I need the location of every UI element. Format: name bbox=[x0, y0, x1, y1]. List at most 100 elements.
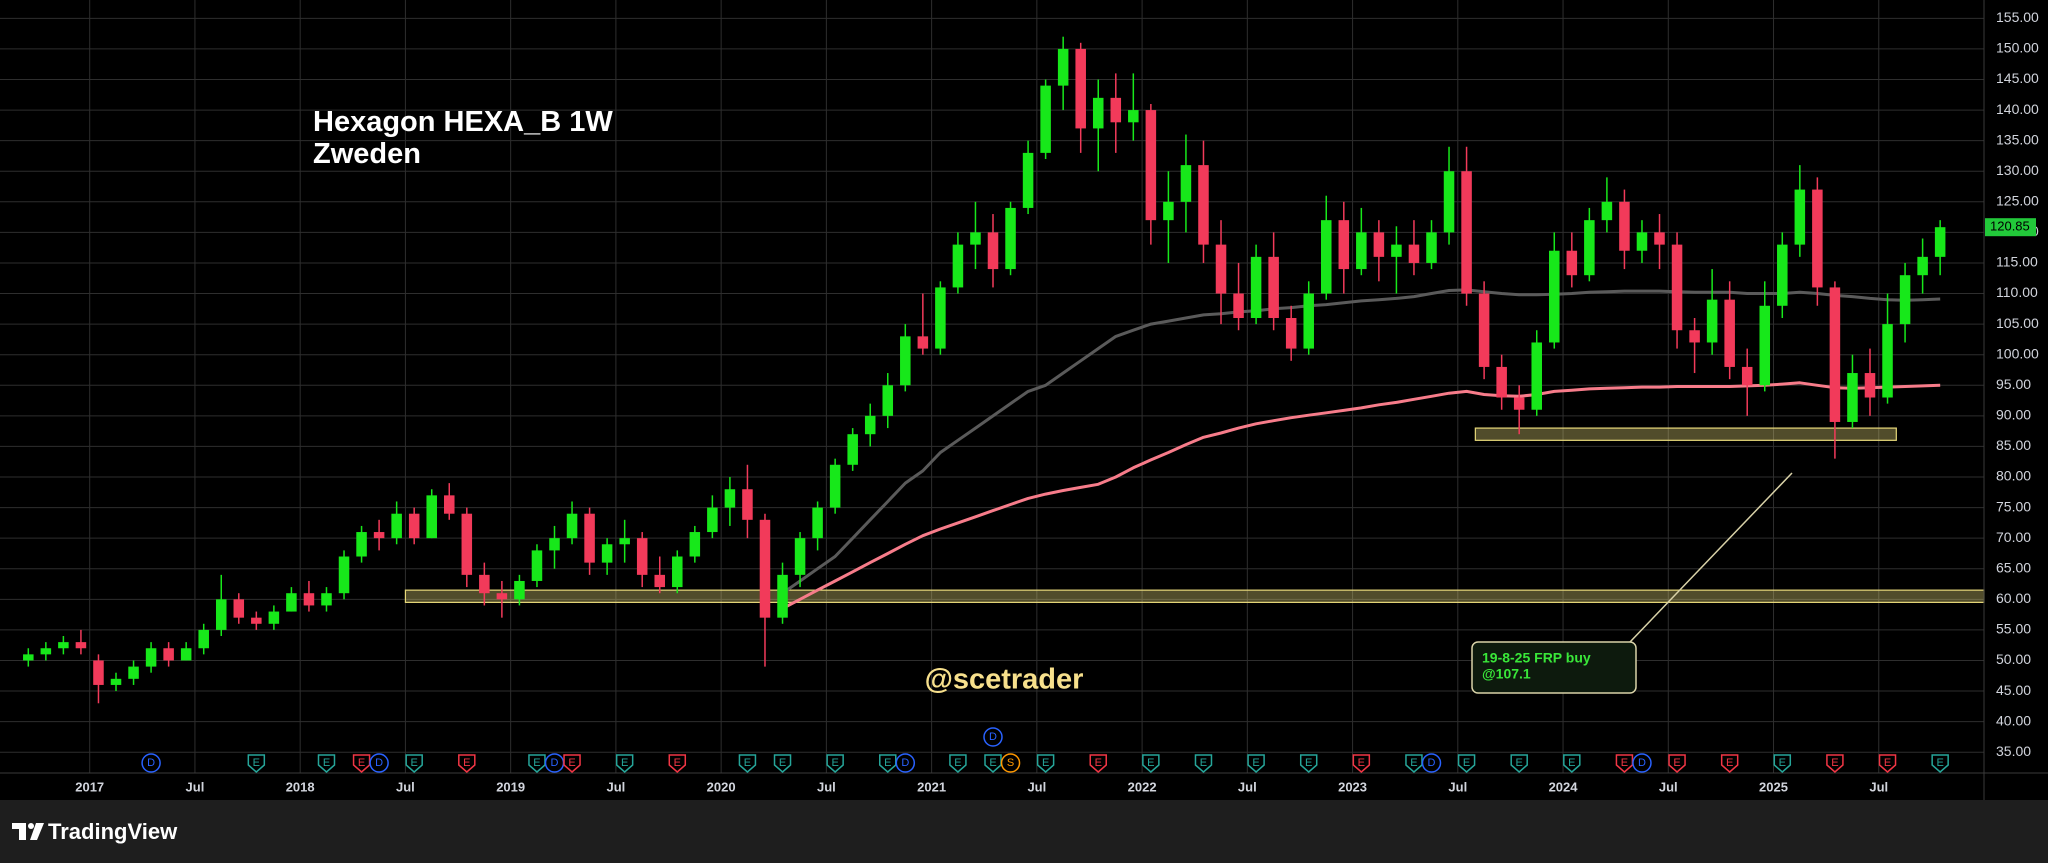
event-icon bbox=[738, 754, 757, 773]
candle-body bbox=[1461, 171, 1472, 294]
candle-body bbox=[1005, 207, 1016, 270]
event-label: D bbox=[901, 757, 909, 769]
candle-body bbox=[689, 532, 701, 557]
candle-body bbox=[145, 648, 157, 667]
y-tick-label: 105.00 bbox=[1996, 315, 2039, 331]
event-icon bbox=[1247, 754, 1265, 773]
last-price-label: 120.85 bbox=[1990, 219, 2030, 234]
candle-body bbox=[1917, 256, 1928, 276]
candle-body bbox=[549, 538, 560, 551]
event-label: E bbox=[1568, 757, 1575, 769]
grid bbox=[0, 0, 1984, 773]
candle-body bbox=[864, 415, 876, 435]
event-icon bbox=[1457, 754, 1476, 773]
candle-body bbox=[1320, 220, 1332, 294]
candle-body bbox=[1689, 330, 1700, 343]
candle-body bbox=[1496, 366, 1507, 398]
candle-body bbox=[1057, 48, 1069, 86]
candle-body bbox=[373, 532, 385, 539]
x-tick-label: Jul bbox=[1027, 779, 1046, 794]
event-label: E bbox=[323, 757, 330, 769]
logo-mark bbox=[12, 823, 26, 840]
y-tick-label: 45.00 bbox=[1996, 682, 2031, 698]
candle-body bbox=[1145, 110, 1157, 221]
candle-body bbox=[935, 287, 946, 349]
event-icon bbox=[1036, 754, 1055, 773]
y-tick-label: 75.00 bbox=[1996, 498, 2031, 514]
event-icon bbox=[1878, 754, 1897, 773]
event-icon bbox=[141, 753, 161, 773]
x-tick-label: 2018 bbox=[286, 779, 315, 794]
candle-body bbox=[1092, 97, 1104, 129]
event-label: E bbox=[411, 757, 418, 769]
event-label: E bbox=[1621, 757, 1628, 769]
candle-body bbox=[1601, 201, 1613, 221]
candle-body bbox=[93, 660, 104, 685]
candle-body bbox=[444, 495, 455, 514]
chart-subtitle: Zweden bbox=[313, 138, 421, 170]
candle-body bbox=[303, 593, 315, 606]
candle-body bbox=[75, 642, 87, 649]
y-tick-label: 55.00 bbox=[1996, 621, 2031, 637]
candle-body bbox=[338, 556, 350, 594]
candle-body bbox=[1531, 342, 1542, 410]
y-tick-label: 40.00 bbox=[1996, 712, 2031, 728]
event-icon bbox=[528, 754, 546, 773]
events: D E E E D E E E D E E E E E E E D E EDS E E E E E E E E D E E E E D E E E E E… bbox=[141, 727, 1949, 773]
candle-body bbox=[180, 648, 192, 661]
candle-body bbox=[1829, 287, 1841, 422]
event-icon bbox=[949, 754, 967, 773]
candle-body bbox=[672, 556, 683, 588]
event-icon bbox=[615, 754, 634, 773]
event-label: E bbox=[1252, 757, 1259, 769]
candle-body bbox=[1285, 318, 1297, 349]
candle-body bbox=[1373, 232, 1385, 257]
support-zone bbox=[1474, 427, 1897, 441]
callout-box bbox=[1471, 641, 1637, 694]
candle-body bbox=[1864, 373, 1876, 398]
candle-body bbox=[1513, 397, 1525, 410]
candle-body bbox=[268, 611, 280, 624]
candle-body bbox=[1268, 256, 1279, 319]
event-icon bbox=[563, 754, 581, 773]
moving-average bbox=[781, 288, 1941, 595]
event-label: E bbox=[621, 757, 628, 769]
candle-body bbox=[566, 513, 578, 539]
candle-body bbox=[1250, 256, 1262, 319]
candle-body bbox=[1899, 275, 1911, 325]
y-tick-label: 60.00 bbox=[1996, 590, 2031, 606]
event-icon bbox=[1299, 754, 1318, 773]
y-tick-label: 110.00 bbox=[1996, 284, 2038, 300]
event-icon bbox=[895, 753, 916, 773]
candle-body bbox=[1478, 293, 1490, 367]
event-icon bbox=[317, 754, 336, 773]
event-label: E bbox=[1516, 757, 1523, 769]
candle-body bbox=[163, 648, 174, 661]
overlay: Hexagon HEXA_B 1W Zweden @scetrader 19-8… bbox=[313, 106, 1793, 696]
candle-body bbox=[1356, 232, 1367, 270]
x-tick-label: Jul bbox=[1238, 779, 1257, 794]
event-icon bbox=[1826, 754, 1844, 773]
candle-body bbox=[742, 489, 753, 520]
event-label: E bbox=[1726, 757, 1733, 769]
logo-mark bbox=[28, 823, 34, 829]
y-tick-label: 125.00 bbox=[1996, 193, 2039, 209]
candle-body bbox=[1741, 366, 1753, 386]
candle-body bbox=[636, 538, 648, 575]
y-tick-label: 80.00 bbox=[1996, 468, 2031, 484]
y-tick-label: 95.00 bbox=[1996, 376, 2031, 392]
event-label: E bbox=[744, 757, 751, 769]
event-label: E bbox=[1305, 757, 1312, 769]
event-label: E bbox=[1410, 757, 1417, 769]
candle-body bbox=[198, 629, 209, 649]
x-tick-label: Jul bbox=[817, 779, 836, 794]
event-icon bbox=[773, 754, 792, 773]
y-tick-label: 130.00 bbox=[1996, 162, 2039, 178]
candle-body bbox=[794, 538, 806, 575]
event-icon bbox=[1563, 754, 1581, 773]
event-label: E bbox=[463, 757, 470, 769]
candle-body bbox=[1882, 324, 1893, 398]
candle-body bbox=[408, 513, 420, 539]
candle-body bbox=[1075, 48, 1086, 129]
